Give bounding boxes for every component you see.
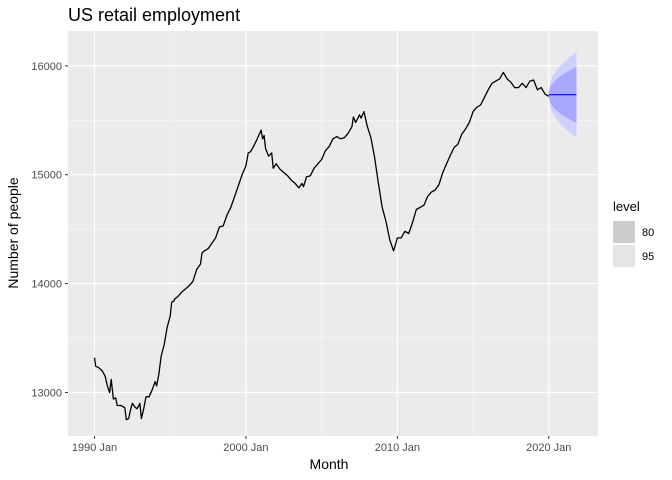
minor-gridlines [68, 31, 598, 436]
major-gridlines [68, 31, 598, 436]
chart-title: US retail employment [68, 5, 240, 25]
x-tick-label: 2020 Jan [526, 442, 571, 454]
legend: level 80 95 [613, 199, 654, 267]
y-tick-label: 16000 [31, 61, 62, 73]
y-tick-label: 15000 [31, 170, 62, 182]
x-tick-label: 2010 Jan [375, 442, 420, 454]
legend-key-80 [613, 221, 635, 243]
y-tick-label: 14000 [31, 279, 62, 291]
x-tick-label: 2000 Jan [223, 442, 268, 454]
y-tick-label: 13000 [31, 387, 62, 399]
y-axis-title: Number of people [5, 177, 21, 289]
x-axis: 1990 Jan 2000 Jan 2010 Jan 2020 Jan [72, 436, 571, 454]
plot-panel [68, 31, 598, 436]
legend-label-95: 95 [642, 251, 654, 263]
legend-title: level [613, 199, 640, 214]
x-tick-label: 1990 Jan [72, 442, 117, 454]
y-axis: 13000 14000 15000 16000 [31, 61, 68, 399]
legend-label-80: 80 [642, 227, 654, 239]
series-line [93, 71, 550, 421]
x-axis-title: Month [310, 456, 349, 472]
forecast-layer [548, 51, 577, 138]
legend-key-95 [613, 245, 635, 267]
series-layer [93, 71, 550, 421]
